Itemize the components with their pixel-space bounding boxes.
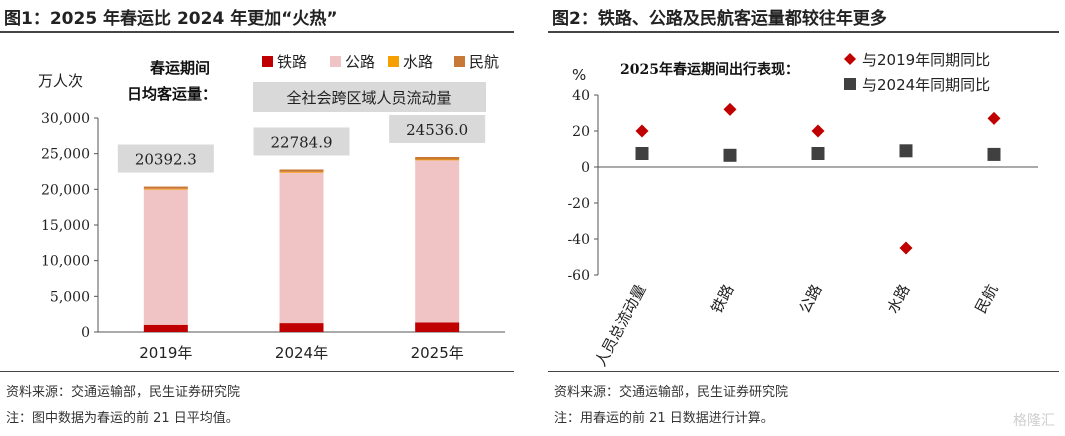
legend-swatch	[262, 56, 273, 67]
legend-label: 公路	[345, 53, 375, 71]
point-vs2019	[723, 102, 737, 116]
right-source-note: 资料来源：交通运输部，民生证券研究院	[554, 385, 789, 400]
bar-segment-民航	[143, 186, 188, 189]
total-data-label: 22784.9	[270, 133, 332, 151]
bar-segment-公路	[415, 160, 460, 323]
bar-segment-民航	[415, 156, 460, 160]
y-unit-label: %	[572, 66, 586, 84]
legend-label: 水路	[403, 53, 433, 71]
x-tick-label: 2024年	[275, 344, 328, 362]
total-label-box	[117, 144, 214, 173]
caption-line-1: 春运期间	[150, 59, 210, 77]
point-vs2019	[987, 111, 1001, 125]
x-tick-label: 2025年	[411, 344, 464, 362]
bar-segment-公路	[279, 172, 324, 324]
legend-marker-vs2024	[844, 78, 856, 90]
bar-segment-水路	[143, 188, 188, 190]
left-top-rule	[0, 31, 514, 33]
x-tick-label: 人员总流动量	[591, 281, 649, 369]
legend-swatch	[388, 56, 399, 67]
left-figure-title: 图1：2025 年春运比 2024 年更加“火热”	[4, 9, 338, 29]
y-tick-label: 0	[581, 160, 590, 176]
legend-label: 铁路	[277, 53, 307, 71]
bar-segment-水路	[415, 159, 460, 161]
caption-line-2: 日均客运量：	[127, 85, 217, 103]
total-label-box	[253, 127, 350, 156]
bar-segment-铁路	[143, 324, 188, 332]
legend-label-vs2019: 与2019年同期同比	[862, 51, 990, 69]
bar-segment-水路	[279, 171, 324, 173]
watermark-logo: 格隆汇	[1013, 413, 1055, 429]
bar-segment-铁路	[415, 322, 460, 332]
point-vs2019	[635, 124, 649, 138]
y-tick-label: 0	[81, 325, 90, 341]
left-figure-panel: 图1：2025 年春运比 2024 年更加“火热” 万人次 0 5,000 10,00…	[0, 0, 520, 436]
right-footnote: 注：用春运的前 21 日数据进行计算。	[554, 411, 774, 426]
y-tick-label: 40	[572, 88, 590, 104]
y-tick-label: 5,000	[50, 289, 90, 305]
caption-text: 2025年春运期间出行表现：	[620, 61, 799, 78]
right-figure-panel: 图2：铁路、公路及民航客运量都较往年更多 % -60 -40 -20 0 20 40 人员总流…	[548, 0, 1065, 436]
y-tick-label: -20	[567, 196, 590, 212]
point-vs2024	[723, 148, 737, 162]
legend-label: 民航	[469, 53, 499, 71]
y-tick-label: 25,000	[41, 147, 90, 163]
bar-segment-铁路	[279, 323, 324, 332]
point-vs2024	[987, 147, 1001, 161]
point-vs2024	[899, 144, 913, 158]
legend-marker-vs2019	[844, 53, 856, 65]
x-tick-label: 铁路	[708, 281, 738, 316]
bar-segment-公路	[143, 189, 188, 325]
point-vs2024	[635, 147, 649, 160]
y-unit-label: 万人次	[38, 72, 83, 90]
y-tick-label: -40	[567, 232, 590, 248]
annotation-text: 全社会跨区域人员流动量	[286, 89, 451, 107]
y-tick-label: 10,000	[41, 254, 90, 270]
left-bottom-rule	[0, 371, 514, 372]
y-tick-label: -60	[567, 268, 590, 284]
point-vs2019	[899, 241, 913, 255]
x-tick-label: 公路	[796, 281, 826, 316]
total-label-box	[389, 114, 486, 143]
x-tick-label: 2019年	[139, 344, 192, 362]
total-data-label: 20392.3	[135, 151, 197, 169]
y-tick-label: 20	[572, 124, 590, 140]
legend-swatch	[330, 56, 341, 67]
x-tick-label: 民航	[972, 281, 1002, 316]
point-vs2024	[811, 147, 825, 160]
left-footnote: 注：图中数据为春运的前 21 日平均值。	[6, 411, 239, 426]
right-scatter-chart: % -60 -40 -20 0 20 40 人员总流动量 铁路 公路 水路 民航 2025年春运期间出行…	[567, 51, 1038, 369]
right-top-rule	[548, 31, 1059, 33]
y-tick-label: 20,000	[41, 182, 90, 198]
point-vs2019	[811, 124, 825, 138]
legend-label-vs2024: 与2024年同期同比	[862, 76, 990, 94]
legend-swatch	[454, 56, 465, 67]
x-tick-label: 水路	[884, 281, 914, 316]
total-data-label: 24536.0	[406, 121, 468, 139]
left-stacked-bar-chart: 万人次 0 5,000 10,000 15,000 20,000 25,000 30,000 2…	[38, 53, 505, 362]
y-tick-label: 30,000	[41, 111, 90, 127]
right-figure-title: 图2：铁路、公路及民航客运量都较往年更多	[552, 9, 887, 29]
y-tick-label: 15,000	[41, 218, 90, 234]
annotation-box	[253, 82, 486, 112]
bar-segment-民航	[279, 169, 324, 172]
right-bottom-rule	[548, 371, 1059, 372]
left-source-note: 资料来源：交通运输部，民生证券研究院	[6, 385, 241, 400]
